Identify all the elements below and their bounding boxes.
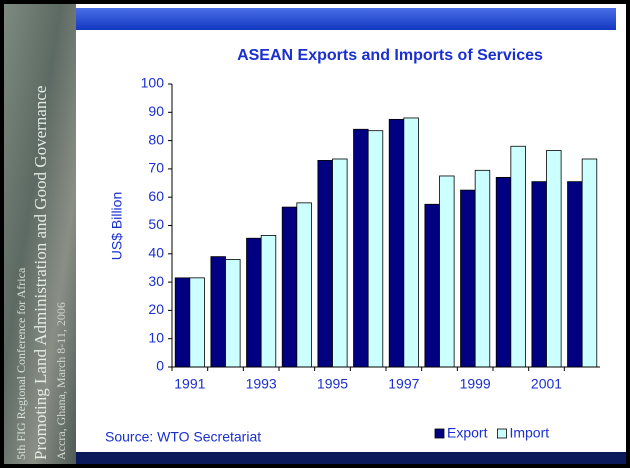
y-tick-label: 10 (148, 329, 164, 345)
legend-label: Export (447, 425, 488, 441)
bar (532, 182, 547, 367)
bar (425, 204, 440, 367)
bar (190, 278, 205, 367)
bar (211, 257, 226, 367)
bar (389, 119, 404, 367)
bar (475, 170, 490, 367)
bar (261, 235, 276, 367)
y-tick-label: 40 (148, 245, 164, 261)
legend-swatch (497, 429, 506, 438)
footer-bar (76, 452, 626, 464)
bar (511, 146, 526, 367)
bar (318, 160, 333, 367)
y-tick-label: 90 (148, 103, 164, 119)
bar (354, 129, 369, 367)
x-tick-label: 1997 (388, 376, 419, 392)
bar (282, 207, 297, 367)
y-tick-label: 50 (148, 216, 164, 232)
bar (297, 203, 312, 367)
y-axis-title: US$ Billion (109, 192, 125, 260)
header-bar (76, 8, 616, 30)
bar (175, 278, 190, 367)
y-tick-label: 0 (156, 358, 164, 374)
y-tick-label: 100 (141, 75, 165, 91)
conference-text: 5th FIG Regional Conference for Africa (14, 267, 28, 460)
x-tick-label: 1991 (174, 376, 205, 392)
place-text: Accra, Ghana, March 8-11, 2006 (54, 302, 68, 460)
bar (333, 159, 348, 367)
legend-swatch (435, 429, 444, 438)
bar (440, 176, 455, 367)
bar (226, 259, 241, 367)
y-tick-label: 30 (148, 273, 164, 289)
bar (368, 131, 383, 367)
legend-label: Import (509, 425, 549, 441)
y-tick-label: 70 (148, 160, 164, 176)
x-tick-label: 1993 (246, 376, 277, 392)
bar (247, 238, 262, 367)
bar (547, 151, 562, 367)
bar (582, 159, 597, 367)
y-tick-label: 20 (148, 301, 164, 317)
theme-text: Promoting Land Administration and Good G… (31, 86, 50, 460)
source-note: Source: WTO Secretariat (105, 429, 261, 445)
chart-title: ASEAN Exports and Imports of Services (237, 47, 543, 64)
y-tick-label: 80 (148, 131, 164, 147)
x-tick-label: 1995 (317, 376, 348, 392)
x-tick-label: 2001 (531, 376, 562, 392)
bar (404, 118, 419, 367)
slide: 5th FIG Regional Conference for Africa P… (0, 0, 630, 468)
bar (568, 182, 583, 367)
bar (496, 177, 511, 367)
bar (461, 190, 476, 367)
y-tick-label: 60 (148, 188, 164, 204)
x-tick-label: 1999 (460, 376, 491, 392)
